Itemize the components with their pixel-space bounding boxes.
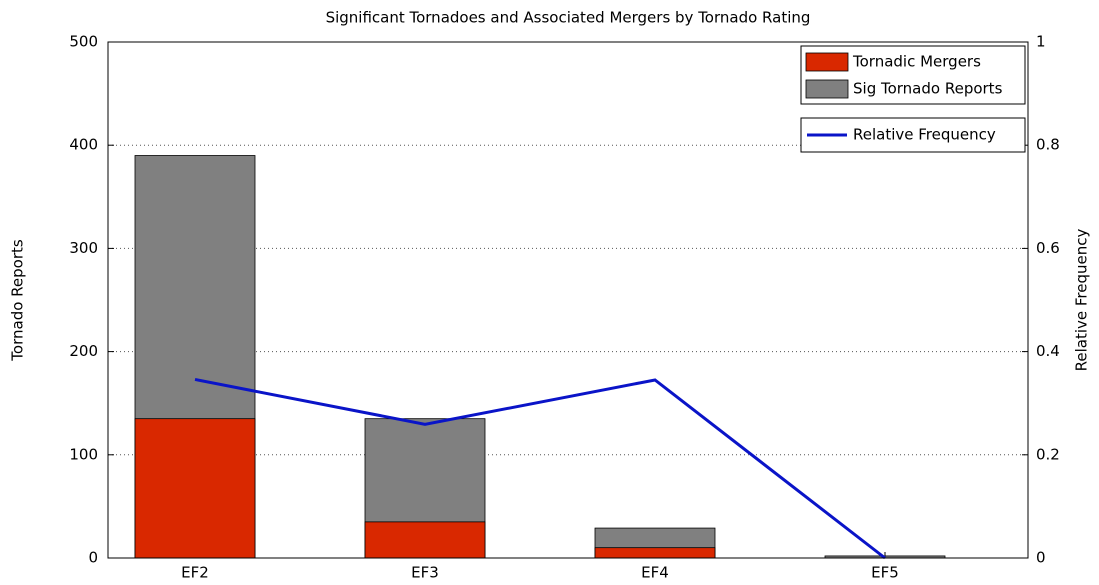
y2-axis-label: Relative Frequency xyxy=(1073,229,1091,372)
y2-tick-label: 0.2 xyxy=(1036,445,1060,463)
y2-tick-label: 1 xyxy=(1036,33,1046,51)
bar xyxy=(594,547,716,559)
legend-swatch xyxy=(805,79,849,99)
line-series xyxy=(194,377,886,560)
y2-tick-label: 0.8 xyxy=(1036,136,1060,154)
bar xyxy=(364,521,486,559)
x-tick-label: EF3 xyxy=(411,564,439,582)
y2-tick-label: 0.6 xyxy=(1036,239,1060,257)
y-tick-label: 200 xyxy=(69,342,98,360)
y-tick-label: 100 xyxy=(69,445,98,463)
legend-label: Sig Tornado Reports xyxy=(853,80,1003,98)
y-axis-label: Tornado Reports xyxy=(9,239,27,362)
y-tick-label: 0 xyxy=(88,549,98,567)
legend-swatch xyxy=(805,52,849,72)
x-tick-label: EF4 xyxy=(641,564,669,582)
chart-title: Significant Tornadoes and Associated Mer… xyxy=(326,9,811,27)
legend-label: Relative Frequency xyxy=(853,126,996,144)
x-tick-label: EF5 xyxy=(871,564,899,582)
bar xyxy=(134,418,256,559)
y2-tick-label: 0 xyxy=(1036,549,1046,567)
plot-frame xyxy=(107,41,1029,559)
legend-label: Tornadic Mergers xyxy=(852,53,981,71)
y-tick-label: 500 xyxy=(69,33,98,51)
x-tick-label: EF2 xyxy=(181,564,209,582)
y-tick-label: 300 xyxy=(69,239,98,257)
y-tick-label: 400 xyxy=(69,136,98,154)
y2-tick-label: 0.4 xyxy=(1036,342,1060,360)
